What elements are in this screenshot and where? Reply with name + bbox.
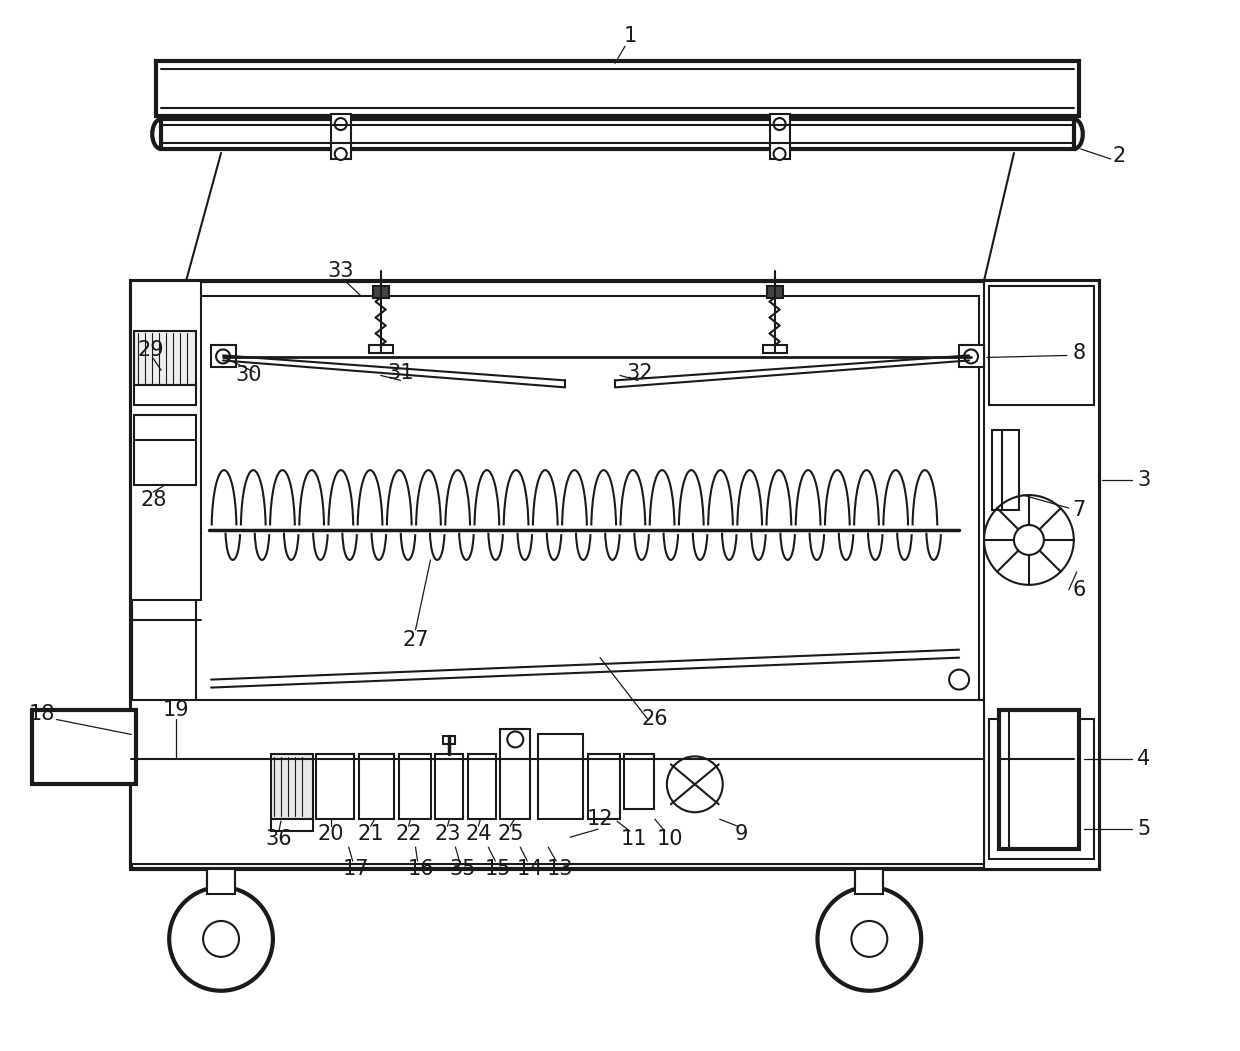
Bar <box>134 386 196 406</box>
Bar <box>435 755 464 819</box>
Circle shape <box>963 350 978 364</box>
Circle shape <box>774 118 786 130</box>
Text: 22: 22 <box>396 824 422 844</box>
Circle shape <box>216 350 231 364</box>
Bar <box>358 755 393 819</box>
Text: 8: 8 <box>1073 344 1085 364</box>
Text: 7: 7 <box>1073 500 1085 520</box>
Bar <box>368 346 393 353</box>
Text: 33: 33 <box>327 261 353 281</box>
Circle shape <box>949 669 970 689</box>
Text: 2: 2 <box>1112 146 1126 166</box>
Text: 31: 31 <box>387 364 414 384</box>
Circle shape <box>667 757 723 812</box>
Bar <box>270 755 312 819</box>
Bar <box>538 735 583 819</box>
Bar <box>31 709 136 784</box>
Circle shape <box>203 921 239 956</box>
Text: 18: 18 <box>29 704 55 724</box>
Text: 36: 36 <box>265 829 293 849</box>
Text: 14: 14 <box>517 859 543 879</box>
Circle shape <box>852 921 888 956</box>
Text: 28: 28 <box>140 490 166 510</box>
Circle shape <box>169 887 273 991</box>
Circle shape <box>985 495 1074 584</box>
Circle shape <box>1014 526 1044 555</box>
Bar <box>500 729 531 819</box>
Text: 21: 21 <box>357 824 384 844</box>
Bar <box>211 346 236 368</box>
Text: 20: 20 <box>317 824 343 844</box>
Text: 4: 4 <box>1137 749 1151 769</box>
Bar <box>207 869 236 894</box>
Bar <box>444 737 455 744</box>
Bar <box>770 115 790 159</box>
Bar <box>990 720 1094 859</box>
Bar <box>131 700 985 864</box>
Text: 10: 10 <box>657 829 683 849</box>
Text: 3: 3 <box>1137 470 1151 490</box>
Text: 11: 11 <box>621 829 647 849</box>
Bar <box>766 286 782 297</box>
Bar <box>134 330 196 386</box>
Bar <box>624 755 653 809</box>
Circle shape <box>817 887 921 991</box>
Bar <box>959 346 985 368</box>
Bar <box>316 755 353 819</box>
Bar <box>990 286 1094 406</box>
Bar <box>131 281 1099 869</box>
Bar <box>161 119 1074 149</box>
Bar <box>196 295 980 864</box>
Bar <box>331 115 351 159</box>
Text: 23: 23 <box>434 824 461 844</box>
Text: 6: 6 <box>1073 580 1085 600</box>
Bar <box>131 281 201 600</box>
Text: 16: 16 <box>407 859 434 879</box>
Text: 24: 24 <box>465 824 491 844</box>
Text: 12: 12 <box>587 809 614 829</box>
Text: 17: 17 <box>342 859 370 879</box>
Text: 32: 32 <box>626 364 653 384</box>
Text: 1: 1 <box>624 26 636 46</box>
Text: 25: 25 <box>497 824 523 844</box>
Bar <box>763 346 786 353</box>
Bar <box>156 61 1079 116</box>
Bar <box>469 755 496 819</box>
Bar <box>999 709 1079 849</box>
Bar <box>985 281 1099 869</box>
Bar <box>856 869 883 894</box>
Text: 27: 27 <box>402 630 429 650</box>
Text: 15: 15 <box>485 859 512 879</box>
Circle shape <box>335 148 347 160</box>
Bar <box>270 819 312 831</box>
Bar <box>398 755 430 819</box>
Text: 26: 26 <box>641 709 668 729</box>
Text: 29: 29 <box>138 341 165 360</box>
Text: 13: 13 <box>547 859 573 879</box>
Text: 30: 30 <box>236 366 262 386</box>
Text: 9: 9 <box>735 824 749 844</box>
Circle shape <box>335 118 347 130</box>
Bar <box>588 755 620 819</box>
Text: 19: 19 <box>162 700 190 720</box>
Bar <box>373 286 388 297</box>
Text: 35: 35 <box>449 859 476 879</box>
Circle shape <box>774 148 786 160</box>
Bar <box>134 415 196 486</box>
Circle shape <box>507 731 523 747</box>
Text: 5: 5 <box>1137 819 1151 839</box>
